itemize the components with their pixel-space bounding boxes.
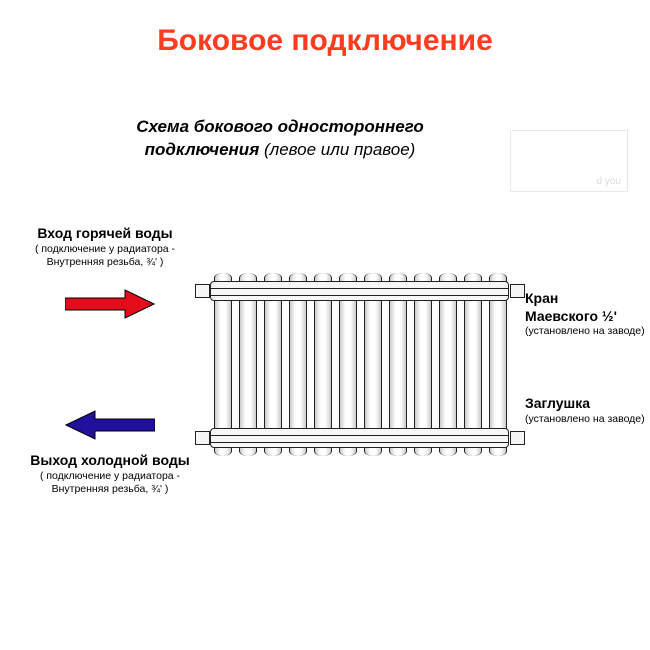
connector-top-right: [510, 284, 525, 298]
label-kran-sub: (установлено на заводе): [525, 325, 650, 338]
connector-top-left: [195, 284, 210, 298]
label-hot-in-main: Вход горячей воды: [10, 225, 200, 243]
arrow-cold-svg: [65, 410, 155, 440]
radiator-manifold-bottom: [210, 428, 509, 448]
label-plug-main: Заглушка: [525, 395, 650, 413]
main-title-text: Боковое подключение: [157, 24, 493, 57]
arrow-cold-shape: [66, 411, 155, 439]
subtitle-paren: (левое или правое): [264, 140, 415, 159]
label-hot-in-sub2: Внутренняя резьба, ¾' ): [10, 256, 200, 269]
radiator: [200, 273, 520, 456]
label-hot-in: Вход горячей воды ( подключение у радиат…: [10, 225, 200, 269]
arrow-hot: [65, 289, 155, 319]
label-kran-main2: Маевского ½': [525, 308, 650, 326]
connector-bottom-right: [510, 431, 525, 445]
label-plug: Заглушка (установлено на заводе): [525, 395, 650, 426]
arrow-hot-svg: [65, 289, 155, 319]
label-cold-out-sub2: Внутренняя резьба, ¾' ): [10, 483, 210, 496]
label-kran-main1: Кран: [525, 290, 650, 308]
label-hot-in-sub1: ( подключение у радиатора -: [10, 243, 200, 256]
ghost-box: d you: [510, 130, 628, 192]
label-cold-out-sub1: ( подключение у радиатора -: [10, 470, 210, 483]
ghost-box-text: d you: [597, 176, 621, 187]
arrow-hot-shape: [65, 290, 154, 318]
arrow-cold: [65, 410, 155, 440]
main-title: Боковое подключение: [0, 24, 650, 58]
label-cold-out-main: Выход холодной воды: [10, 452, 210, 470]
label-kran: Кран Маевского ½' (установлено на заводе…: [525, 290, 650, 338]
label-plug-sub: (установлено на заводе): [525, 413, 650, 426]
label-cold-out: Выход холодной воды ( подключение у ради…: [10, 452, 210, 496]
subtitle: Схема бокового одностороннего подключени…: [80, 116, 480, 162]
radiator-manifold-top: [210, 281, 509, 301]
diagram-canvas: Боковое подключение Схема бокового однос…: [0, 0, 650, 650]
connector-bottom-left: [195, 431, 210, 445]
